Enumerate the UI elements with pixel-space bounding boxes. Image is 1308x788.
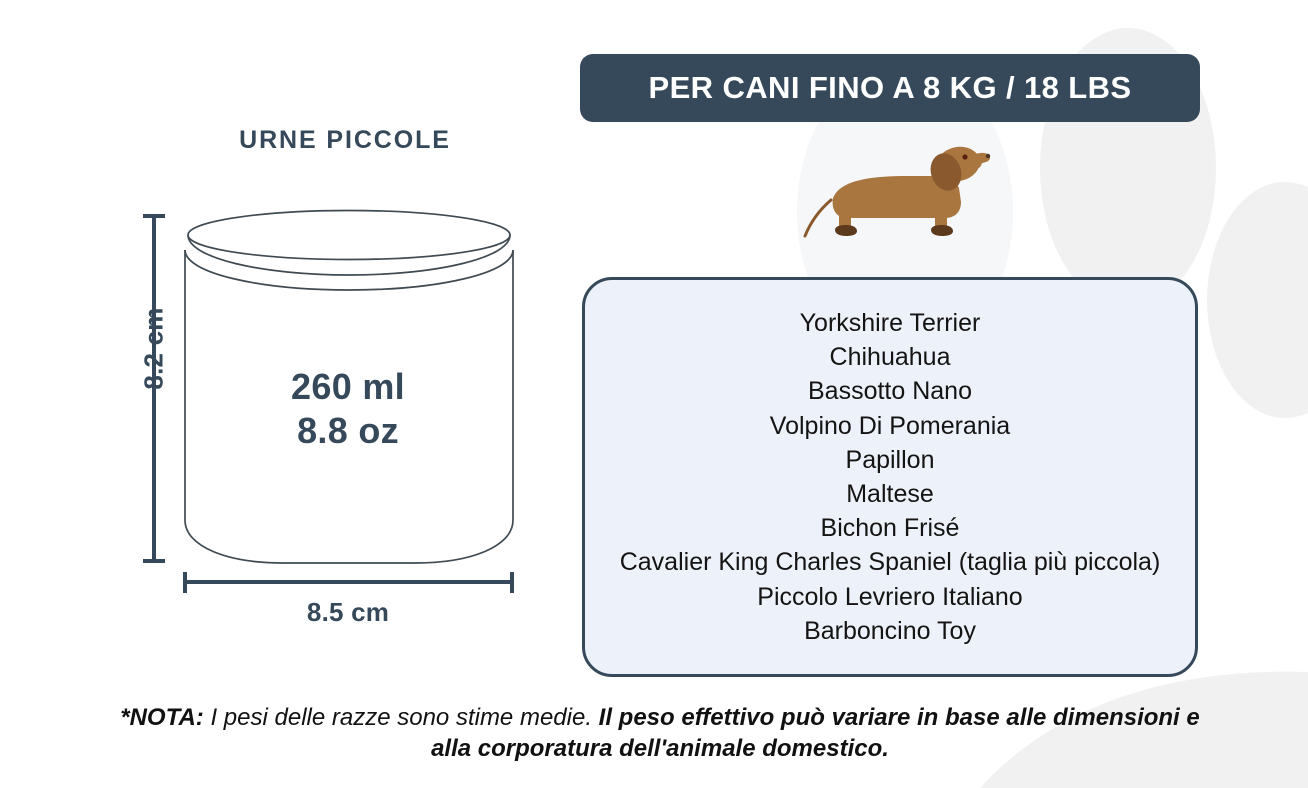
urn-title: URNE PICCOLE (239, 126, 451, 154)
list-item: Bichon Frisé (820, 514, 960, 543)
width-label: 8.5 cm (306, 597, 390, 627)
urn-volume: 260 ml 8.8 oz (183, 365, 513, 453)
footnote-regular: I pesi delle razze sono stime medie. (203, 704, 599, 731)
list-item: Cavalier King Charles Spaniel (taglia pi… (619, 548, 1161, 577)
weight-banner: PER CANI FINO A 8 KG / 18 LBS (580, 54, 1200, 122)
height-label: 8.2 cm (138, 307, 169, 390)
list-item: Chihuahua (829, 343, 951, 372)
breeds-panel: Yorkshire Terrier Chihuahua Bassotto Nan… (582, 277, 1198, 677)
urn-shape (184, 209, 514, 564)
list-item: Volpino Di Pomerania (769, 411, 1011, 440)
width-dimension-line (183, 572, 514, 593)
list-item: Piccolo Levriero Italiano (757, 582, 1023, 611)
footnote: *NOTA: I pesi delle razze sono stime med… (120, 702, 1200, 764)
footnote-prefix: *NOTA: (120, 704, 204, 731)
volume-oz: 8.8 oz (297, 410, 399, 451)
volume-ml: 260 ml (291, 366, 405, 407)
urn-diagram (143, 209, 514, 593)
height-dimension-line (143, 214, 165, 563)
list-item: Maltese (846, 480, 934, 508)
list-item: Barboncino Toy (804, 616, 976, 645)
dachshund-icon (803, 146, 991, 238)
weight-banner-text: PER CANI FINO A 8 KG / 18 LBS (648, 70, 1132, 105)
list-item: Yorkshire Terrier (799, 308, 981, 337)
list-item: Bassotto Nano (808, 377, 972, 406)
list-item: Papillon (845, 445, 935, 474)
